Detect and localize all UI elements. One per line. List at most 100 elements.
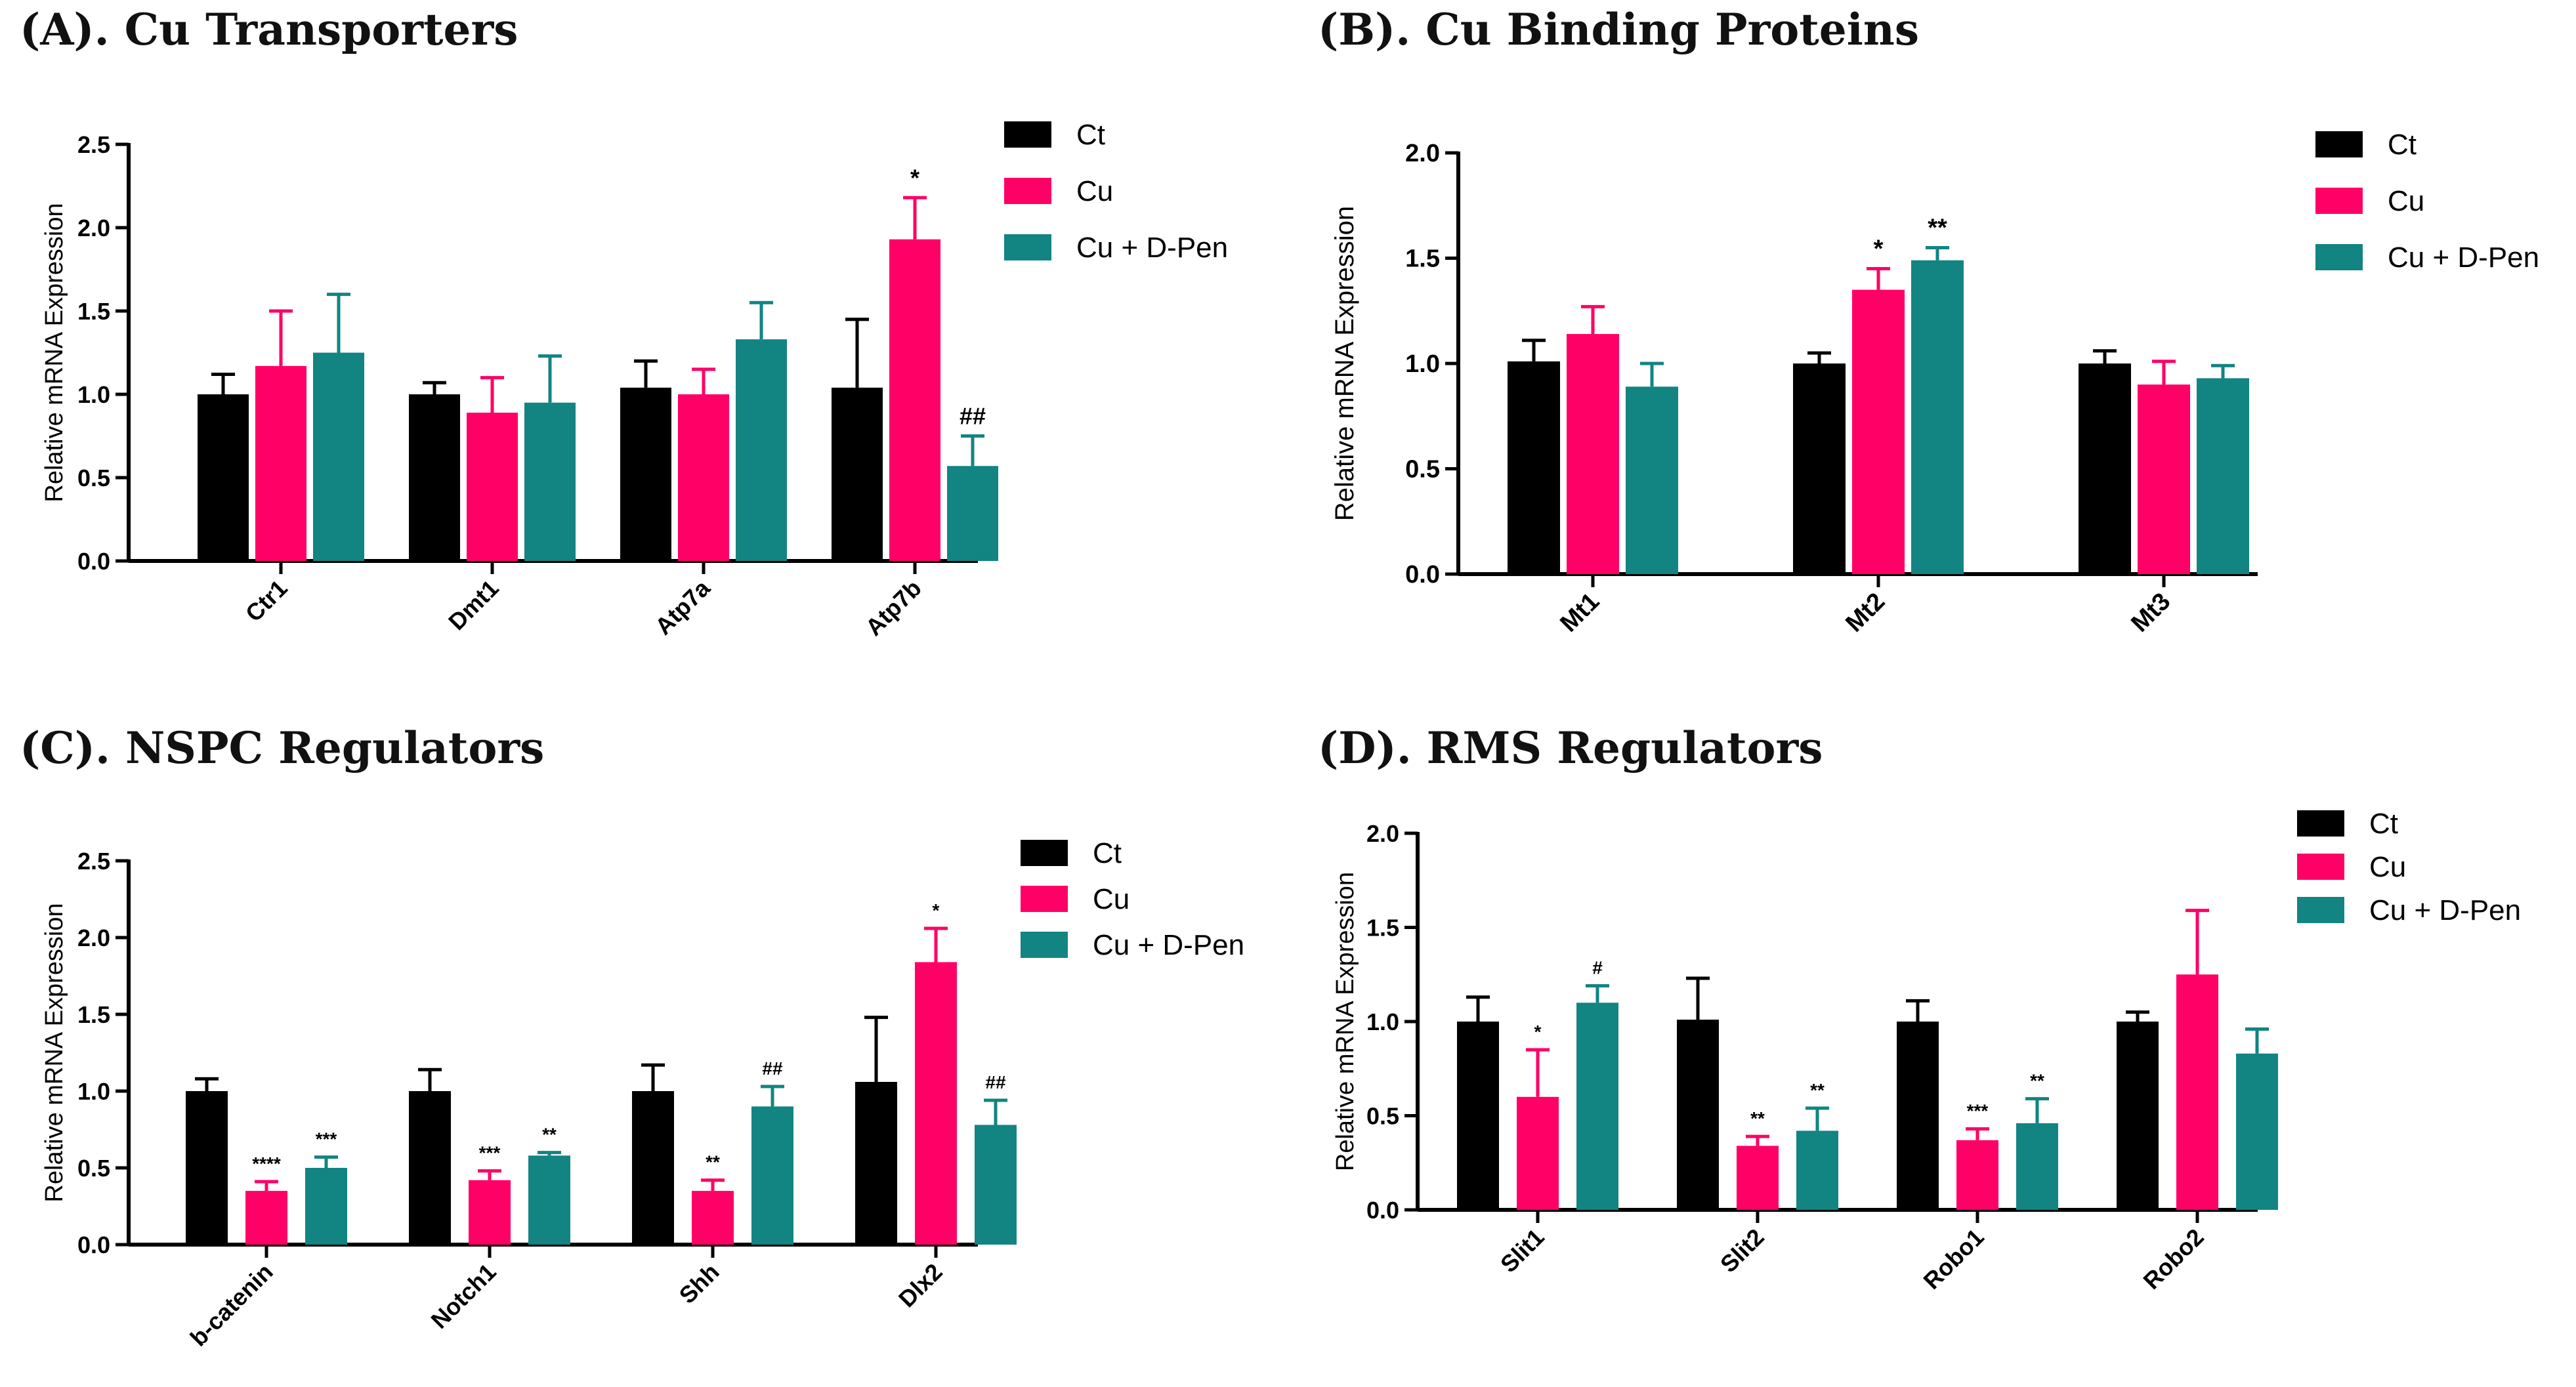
y-tick-label: 2.0 bbox=[77, 215, 110, 241]
y-tick-label: 0.0 bbox=[1405, 561, 1440, 589]
y-tick-label: 0.5 bbox=[77, 465, 110, 491]
y-tick-label: 0.5 bbox=[1405, 456, 1440, 484]
bar-cu-b-catenin bbox=[245, 1191, 287, 1245]
legend-label: Cu bbox=[1076, 175, 1113, 207]
legend-label: Cu + D-Pen bbox=[2369, 894, 2521, 926]
y-tick-label: 2.5 bbox=[77, 848, 110, 875]
y-tick-label: 0.0 bbox=[77, 548, 110, 575]
bar-cu-slit1 bbox=[1517, 1096, 1559, 1210]
y-tick-label: 1.5 bbox=[77, 298, 110, 325]
legend-swatch-ct bbox=[2297, 810, 2344, 837]
legend-swatch-cudpen bbox=[1004, 234, 1051, 260]
legend-swatch-cu bbox=[2297, 854, 2344, 880]
y-axis-label: Relative mRNA Expression bbox=[1330, 206, 1359, 521]
bar-cu-robo2 bbox=[2176, 974, 2218, 1210]
legend-label: Ct bbox=[2388, 129, 2417, 161]
significance-mark: # bbox=[1592, 957, 1603, 978]
x-tick-label: Dmt1 bbox=[443, 575, 504, 636]
y-tick-label: 1.5 bbox=[1405, 245, 1440, 273]
bar-cu-atp7a bbox=[678, 394, 729, 561]
x-tick-label: Mt2 bbox=[1840, 588, 1890, 638]
bar-ct-slit2 bbox=[1677, 1020, 1719, 1210]
x-tick-label: Mt3 bbox=[2126, 588, 2176, 638]
bar-ct-mt3 bbox=[2079, 363, 2131, 574]
legend-swatch-ct bbox=[2315, 131, 2363, 157]
bar-cu-atp7b bbox=[889, 239, 940, 561]
bar-cu-slit2 bbox=[1737, 1146, 1779, 1210]
bar-cudpen-atp7b bbox=[947, 466, 998, 561]
significance-mark: ** bbox=[706, 1152, 720, 1172]
panel-b: (B). Cu Binding Proteins 0.0 0.5 1.0 1.5 2.0 R… bbox=[1318, 4, 2539, 638]
legend-label: Cu bbox=[2369, 851, 2406, 883]
significance-mark: * bbox=[1534, 1022, 1542, 1042]
bar-cu-mt1 bbox=[1567, 334, 1619, 574]
bar-cu-shh bbox=[692, 1191, 734, 1245]
y-tick-label: 2.5 bbox=[77, 131, 110, 158]
significance-mark: *** bbox=[1967, 1101, 1989, 1121]
bar-ct-mt1 bbox=[1508, 361, 1560, 574]
x-tick-label: Slit1 bbox=[1495, 1224, 1550, 1278]
x-tick-label: b-catenin bbox=[185, 1258, 278, 1352]
x-tick-label: Ctr1 bbox=[240, 575, 293, 627]
bar-ct-slit1 bbox=[1457, 1022, 1499, 1210]
legend-swatch-cu bbox=[1021, 886, 1068, 912]
bar-cu-dlx2 bbox=[915, 962, 957, 1245]
bar-ct-atp7b bbox=[832, 387, 883, 561]
y-tick-label: 1.0 bbox=[77, 1078, 110, 1105]
legend-swatch-cudpen bbox=[2297, 897, 2344, 923]
legend-swatch-ct bbox=[1021, 840, 1068, 866]
y-tick-label: 1.5 bbox=[77, 1001, 110, 1028]
panel-title: (A). Cu Transporters bbox=[20, 4, 518, 55]
legend-swatch-cu bbox=[2315, 188, 2363, 214]
significance-mark: ** bbox=[1750, 1108, 1765, 1128]
bar-cudpen-dmt1 bbox=[524, 402, 576, 561]
bar-cu-ctr1 bbox=[255, 365, 306, 561]
significance-mark: *** bbox=[479, 1143, 501, 1163]
bar-cu-mt3 bbox=[2138, 384, 2190, 574]
legend-label: Cu + D-Pen bbox=[2388, 241, 2539, 274]
significance-mark: ** bbox=[1928, 214, 1947, 241]
legend-label: Cu bbox=[1093, 883, 1130, 915]
significance-mark: *** bbox=[316, 1129, 337, 1149]
y-tick-label: 1.0 bbox=[77, 381, 110, 408]
y-axis-label: Relative mRNA Expression bbox=[41, 903, 68, 1202]
significance-mark: * bbox=[933, 900, 940, 921]
legend-swatch-cudpen bbox=[2315, 244, 2363, 270]
bar-cudpen-shh bbox=[751, 1106, 793, 1245]
y-tick-label: 2.0 bbox=[1405, 140, 1440, 167]
x-tick-label: Robo1 bbox=[1918, 1224, 1989, 1294]
bar-ct-robo1 bbox=[1897, 1022, 1939, 1210]
bar-ct-dmt1 bbox=[409, 394, 460, 561]
bar-cudpen-b-catenin bbox=[305, 1168, 347, 1245]
bar-cudpen-mt1 bbox=[1626, 386, 1678, 574]
x-tick-label: Atp7a bbox=[650, 574, 715, 640]
bar-ct-atp7a bbox=[620, 387, 671, 561]
bar-cu-notch1 bbox=[469, 1180, 511, 1245]
x-tick-label: Atp7b bbox=[860, 575, 927, 641]
panel-d: (D). RMS Regulators 0.0 0.5 1.0 1.5 2.0 Relati… bbox=[1318, 722, 2521, 1294]
significance-mark: **** bbox=[252, 1153, 281, 1174]
significance-mark: ** bbox=[1810, 1080, 1825, 1100]
legend-label: Ct bbox=[1093, 837, 1122, 869]
y-tick-label: 0.0 bbox=[77, 1232, 110, 1258]
legend-label: Cu bbox=[2388, 185, 2424, 217]
significance-mark: ## bbox=[985, 1072, 1006, 1092]
bar-cudpen-notch1 bbox=[528, 1155, 570, 1245]
bar-cu-mt2 bbox=[1852, 289, 1905, 574]
bar-cu-dmt1 bbox=[467, 412, 518, 561]
legend-swatch-cu bbox=[1004, 178, 1051, 204]
significance-mark: ## bbox=[762, 1058, 783, 1079]
bar-cudpen-slit1 bbox=[1576, 1003, 1618, 1210]
y-tick-label: 0.5 bbox=[1366, 1103, 1399, 1130]
y-axis-label: Relative mRNA Expression bbox=[41, 203, 68, 502]
y-tick-label: 0.0 bbox=[1366, 1197, 1399, 1224]
legend-label: Ct bbox=[2369, 808, 2398, 840]
legend-label: Cu + D-Pen bbox=[1076, 232, 1228, 264]
bar-ct-mt2 bbox=[1793, 363, 1846, 574]
bar-cudpen-mt2 bbox=[1911, 260, 1964, 574]
bar-ct-robo2 bbox=[2117, 1022, 2159, 1210]
significance-mark: * bbox=[910, 164, 919, 191]
x-tick-label: Notch1 bbox=[425, 1258, 501, 1334]
y-tick-label: 1.0 bbox=[1366, 1008, 1399, 1035]
y-tick-label: 0.5 bbox=[77, 1155, 110, 1182]
